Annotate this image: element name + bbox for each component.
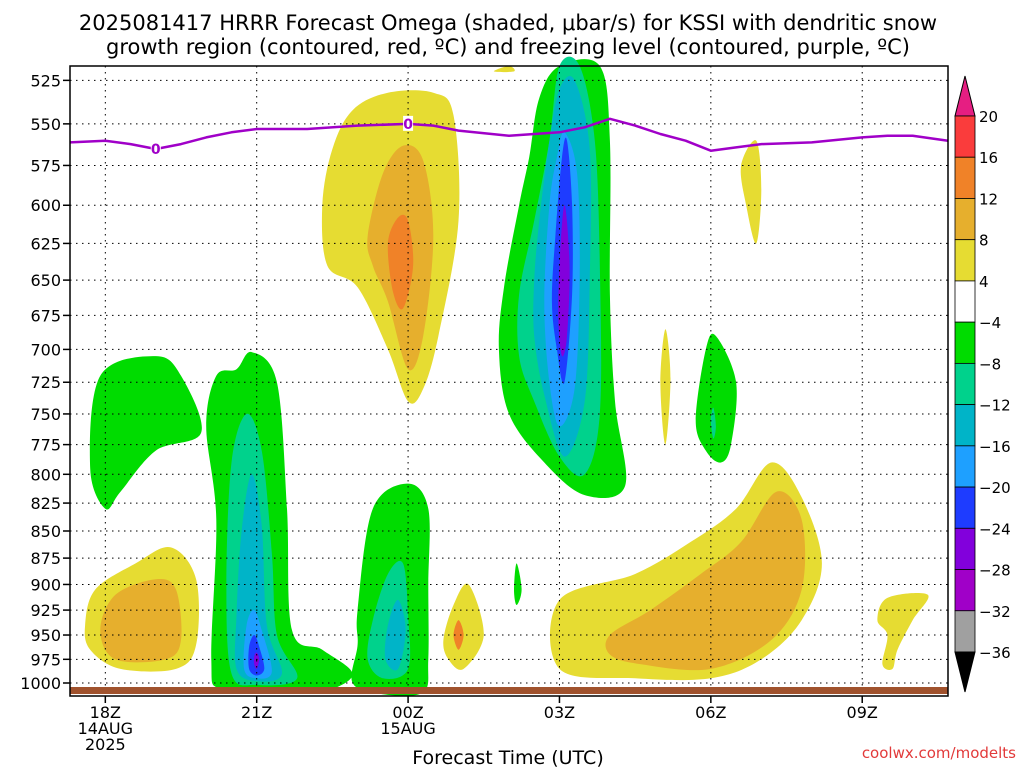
- freezing-level-contour: 00: [69, 115, 949, 158]
- colorbar-label-4: 4: [979, 273, 989, 291]
- freezing-level-label-bg-0: [150, 141, 161, 157]
- y-tick-label-875: 875: [30, 549, 61, 568]
- colorbar-label-0: 20: [979, 108, 998, 126]
- y-tick-label-850: 850: [30, 522, 61, 541]
- freezing-level-line: [69, 117, 949, 152]
- omega-region-downward-9: [605, 491, 806, 671]
- chart-title-line1: 2025081417 HRRR Forecast Omega (shaded, …: [79, 11, 937, 35]
- colorbar-label-2: 12: [979, 190, 998, 208]
- chart-title-line2: growth region (contoured, red, ºC) and f…: [106, 35, 910, 59]
- y-tick-label-575: 575: [30, 156, 61, 175]
- y-tick-label-925: 925: [30, 601, 61, 620]
- colorbar-band-0: [954, 115, 976, 158]
- x-tick-label-3-0: 21Z: [241, 703, 272, 722]
- omega-shaded-regions: [84, 56, 929, 696]
- x-tick-label-0-0: 18Z: [90, 703, 121, 722]
- colorbar-label-7: −12: [979, 397, 1011, 415]
- gridlines: [70, 66, 948, 696]
- y-tick-label-625: 625: [30, 234, 61, 253]
- colorbar-band-1: [954, 156, 976, 199]
- colorbar-label-10: −24: [979, 520, 1011, 538]
- plot-frame: [69, 65, 949, 697]
- colorbar-label-11: −28: [979, 562, 1011, 580]
- colorbar-label-9: −20: [979, 479, 1011, 497]
- x-axis-label: Forecast Time (UTC): [412, 747, 603, 768]
- y-tick-label-525: 525: [30, 71, 61, 90]
- colorbar-label-13: −36: [979, 644, 1011, 662]
- colorbar-band-5: [954, 321, 976, 364]
- y-tick-label-750: 750: [30, 405, 61, 424]
- colorbar-label-12: −32: [979, 603, 1011, 621]
- freezing-level-label-bg-1: [403, 115, 414, 131]
- colorbar-band-7: [954, 404, 976, 447]
- y-tick-label-825: 825: [30, 494, 61, 513]
- y-tick-label-950: 950: [30, 626, 61, 645]
- y-tick-label-725: 725: [30, 373, 61, 392]
- y-tick-label-650: 650: [30, 271, 61, 290]
- colorbar-label-1: 16: [979, 149, 998, 167]
- y-tick-label-550: 550: [30, 115, 61, 134]
- omega-region-downward-6: [443, 583, 484, 670]
- y-tick-label-700: 700: [30, 340, 61, 359]
- y-tick-label-900: 900: [30, 575, 61, 594]
- y-tick-label-775: 775: [30, 436, 61, 455]
- colorbar-band-10: [954, 527, 976, 570]
- colorbar-band-9: [954, 486, 976, 529]
- credit-text: coolwx.com/modelts: [862, 744, 1016, 762]
- plot-content: 00: [69, 56, 949, 696]
- omega-region-downward-2: [387, 214, 414, 310]
- omega-region-upward-31: [710, 407, 716, 439]
- x-tick-label-0-2: 2025: [85, 735, 126, 754]
- y-tick-label-975: 975: [30, 650, 61, 669]
- omega-region-downward-11: [660, 329, 671, 445]
- freezing-level-label-1: 0: [403, 117, 413, 133]
- omega-region-downward-12: [877, 593, 929, 670]
- y-tick-label-675: 675: [30, 306, 61, 325]
- omega-region-downward-3: [493, 66, 515, 73]
- colorbar-band-4: [954, 280, 976, 323]
- omega-region-upward-23: [514, 563, 522, 605]
- y-tick-label-600: 600: [30, 196, 61, 215]
- ground-strip: [70, 687, 948, 694]
- x-tick-label-0-1: 14AUG: [78, 719, 133, 738]
- colorbar-band-2: [954, 198, 976, 241]
- y-axis: 525 550 575 600 625 650 675 700 725 750 775 800 825 8…: [20, 71, 70, 693]
- colorbar-label-3: 8: [979, 232, 989, 250]
- omega-region-upward-13: [89, 356, 202, 510]
- colorbar-band-12: [954, 610, 976, 653]
- omega-region-downward-7: [453, 620, 464, 650]
- x-tick-label-15-0: 09Z: [847, 703, 878, 722]
- colorbar-label-5: −4: [979, 314, 1001, 332]
- colorbar-label-6: −8: [979, 355, 1001, 373]
- omega-region-upward-29: [558, 205, 570, 357]
- colorbar-band-6: [954, 362, 976, 406]
- omega-region-downward-10: [740, 140, 762, 244]
- x-tick-label-6-1: 15AUG: [380, 719, 435, 738]
- x-tick-label-12-0: 06Z: [695, 703, 726, 722]
- x-tick-label-9-0: 03Z: [544, 703, 575, 722]
- colorbar-bottom-arrow: [954, 651, 976, 693]
- colorbar-label-8: −16: [979, 438, 1011, 456]
- freezing-level-label-0: 0: [151, 142, 161, 158]
- omega-region-downward-5: [100, 578, 182, 663]
- y-tick-label-1000: 1000: [20, 674, 61, 693]
- colorbar-band-11: [954, 569, 976, 612]
- colorbar: 20 16 12 8 4 −4 −8 −12 −16 −20 −24 −28 −32 −36: [954, 75, 1011, 693]
- colorbar-band-8: [954, 445, 976, 488]
- colorbar-band-3: [954, 239, 976, 282]
- x-tick-label-6-0: 00Z: [392, 703, 423, 722]
- y-tick-label-800: 800: [30, 465, 61, 484]
- omega-region-upward-30: [695, 333, 737, 463]
